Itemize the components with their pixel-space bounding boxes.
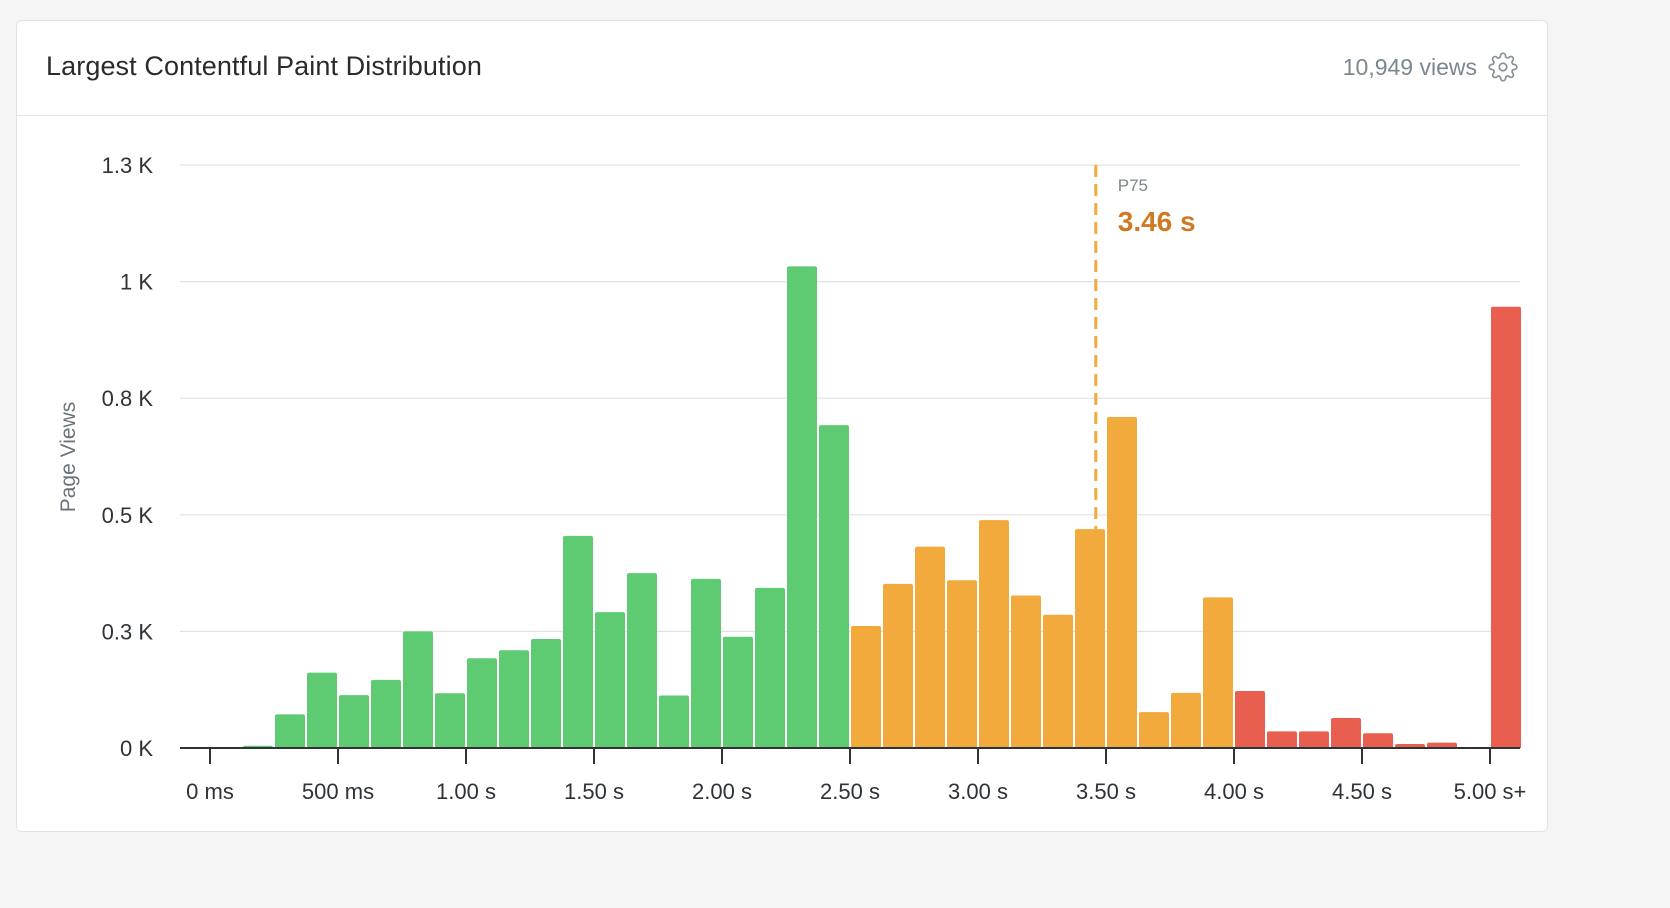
histogram-bar-good[interactable] xyxy=(499,650,529,748)
histogram-bar-good[interactable] xyxy=(595,612,625,748)
histogram-bar-needs-improvement[interactable] xyxy=(947,580,977,748)
x-tick-label: 3.50 s xyxy=(1076,779,1136,804)
x-tick-label: 2.00 s xyxy=(692,779,752,804)
histogram-bar-good[interactable] xyxy=(531,639,561,748)
y-axis-labels: 0 K 0.3 K 0.5 K 0.8 K 1 K 1.3 K xyxy=(102,153,154,761)
x-tick-label: 5.00 s+ xyxy=(1454,779,1527,804)
x-tick-label: 2.50 s xyxy=(820,779,880,804)
histogram-bar-good[interactable] xyxy=(787,266,817,748)
x-tick-label: 3.00 s xyxy=(948,779,1008,804)
histogram-bar-needs-improvement[interactable] xyxy=(883,583,913,748)
x-tick-label: 1.00 s xyxy=(436,779,496,804)
lcp-distribution-card: 0 K 0.3 K 0.5 K 0.8 K 1 K 1.3 K 0 ms 500 ms 1.0… xyxy=(16,20,1548,832)
y-tick-label: 1 K xyxy=(120,270,153,295)
histogram-bar-good[interactable] xyxy=(307,672,337,748)
y-tick-label: 0.8 K xyxy=(102,386,154,411)
y-tick-label: 1.3 K xyxy=(102,153,154,178)
histogram-bar-good[interactable] xyxy=(435,693,465,748)
x-tick-label: 500 ms xyxy=(302,779,374,804)
histogram-bar-poor[interactable] xyxy=(1235,691,1265,748)
histogram-bar-good[interactable] xyxy=(563,535,593,748)
histogram-bar-good[interactable] xyxy=(339,695,369,748)
x-axis-labels: 0 ms 500 ms 1.00 s 1.50 s 2.00 s 2.50 s 3.00 s… xyxy=(186,779,1526,804)
x-tick-label: 4.50 s xyxy=(1332,779,1392,804)
histogram-bar-needs-improvement[interactable] xyxy=(1139,712,1169,748)
histogram-bar-good[interactable] xyxy=(403,631,433,748)
histogram-bar-needs-improvement[interactable] xyxy=(1203,597,1233,748)
histogram-bar-needs-improvement[interactable] xyxy=(1075,529,1105,748)
gear-icon[interactable] xyxy=(1487,51,1519,83)
histogram-bar-needs-improvement[interactable] xyxy=(851,626,881,748)
x-axis xyxy=(180,747,1520,764)
histogram-bar-good[interactable] xyxy=(819,425,849,748)
histogram-bar-good[interactable] xyxy=(627,573,657,748)
histogram-bar-poor[interactable] xyxy=(1331,717,1361,748)
y-tick-label: 0.3 K xyxy=(102,619,154,644)
x-tick-label: 1.50 s xyxy=(564,779,624,804)
histogram-bar-needs-improvement[interactable] xyxy=(1043,614,1073,748)
histogram-bar-good[interactable] xyxy=(275,714,305,748)
p75-label: P75 xyxy=(1118,176,1148,195)
y-tick-label: 0.5 K xyxy=(102,503,154,528)
histogram-bar-needs-improvement[interactable] xyxy=(979,520,1009,748)
header-meta: 10,949 views xyxy=(1343,51,1519,83)
p75-value: 3.46 s xyxy=(1118,206,1196,237)
histogram-bar-needs-improvement[interactable] xyxy=(1107,417,1137,748)
x-tick-label: 0 ms xyxy=(186,779,234,804)
card-title: Largest Contentful Paint Distribution xyxy=(46,51,482,81)
grid-lines xyxy=(180,164,1520,633)
histogram-bar-poor[interactable] xyxy=(1267,731,1297,748)
p75-marker: P75 3.46 s xyxy=(1094,165,1196,728)
y-tick-label: 0 K xyxy=(120,736,153,761)
histogram-bar-good[interactable] xyxy=(659,695,689,748)
y-axis-title: Page Views xyxy=(57,402,80,513)
histogram-bar-poor[interactable] xyxy=(1299,731,1329,748)
lcp-histogram-chart: 0 K 0.3 K 0.5 K 0.8 K 1 K 1.3 K 0 ms 500 ms 1.0… xyxy=(57,153,1526,804)
histogram-bar-poor[interactable] xyxy=(1427,742,1457,748)
histogram-bar-needs-improvement[interactable] xyxy=(915,546,945,748)
histogram-bar-good[interactable] xyxy=(691,578,721,748)
histogram-bar-good[interactable] xyxy=(755,587,785,748)
histogram-bar-poor[interactable] xyxy=(1395,743,1425,748)
histogram-bar-poor[interactable] xyxy=(1491,306,1521,748)
histogram-bars xyxy=(243,266,1521,748)
views-count: 10,949 views xyxy=(1342,53,1477,80)
histogram-bar-poor[interactable] xyxy=(1363,733,1393,748)
histogram-bar-good[interactable] xyxy=(467,658,497,748)
histogram-bar-good[interactable] xyxy=(723,636,753,748)
histogram-bar-good[interactable] xyxy=(371,679,401,748)
histogram-bar-needs-improvement[interactable] xyxy=(1011,595,1041,748)
x-tick-label: 4.00 s xyxy=(1204,779,1264,804)
card-header: Largest Contentful Paint Distribution 10… xyxy=(17,21,1547,116)
histogram-bar-needs-improvement[interactable] xyxy=(1171,692,1201,748)
